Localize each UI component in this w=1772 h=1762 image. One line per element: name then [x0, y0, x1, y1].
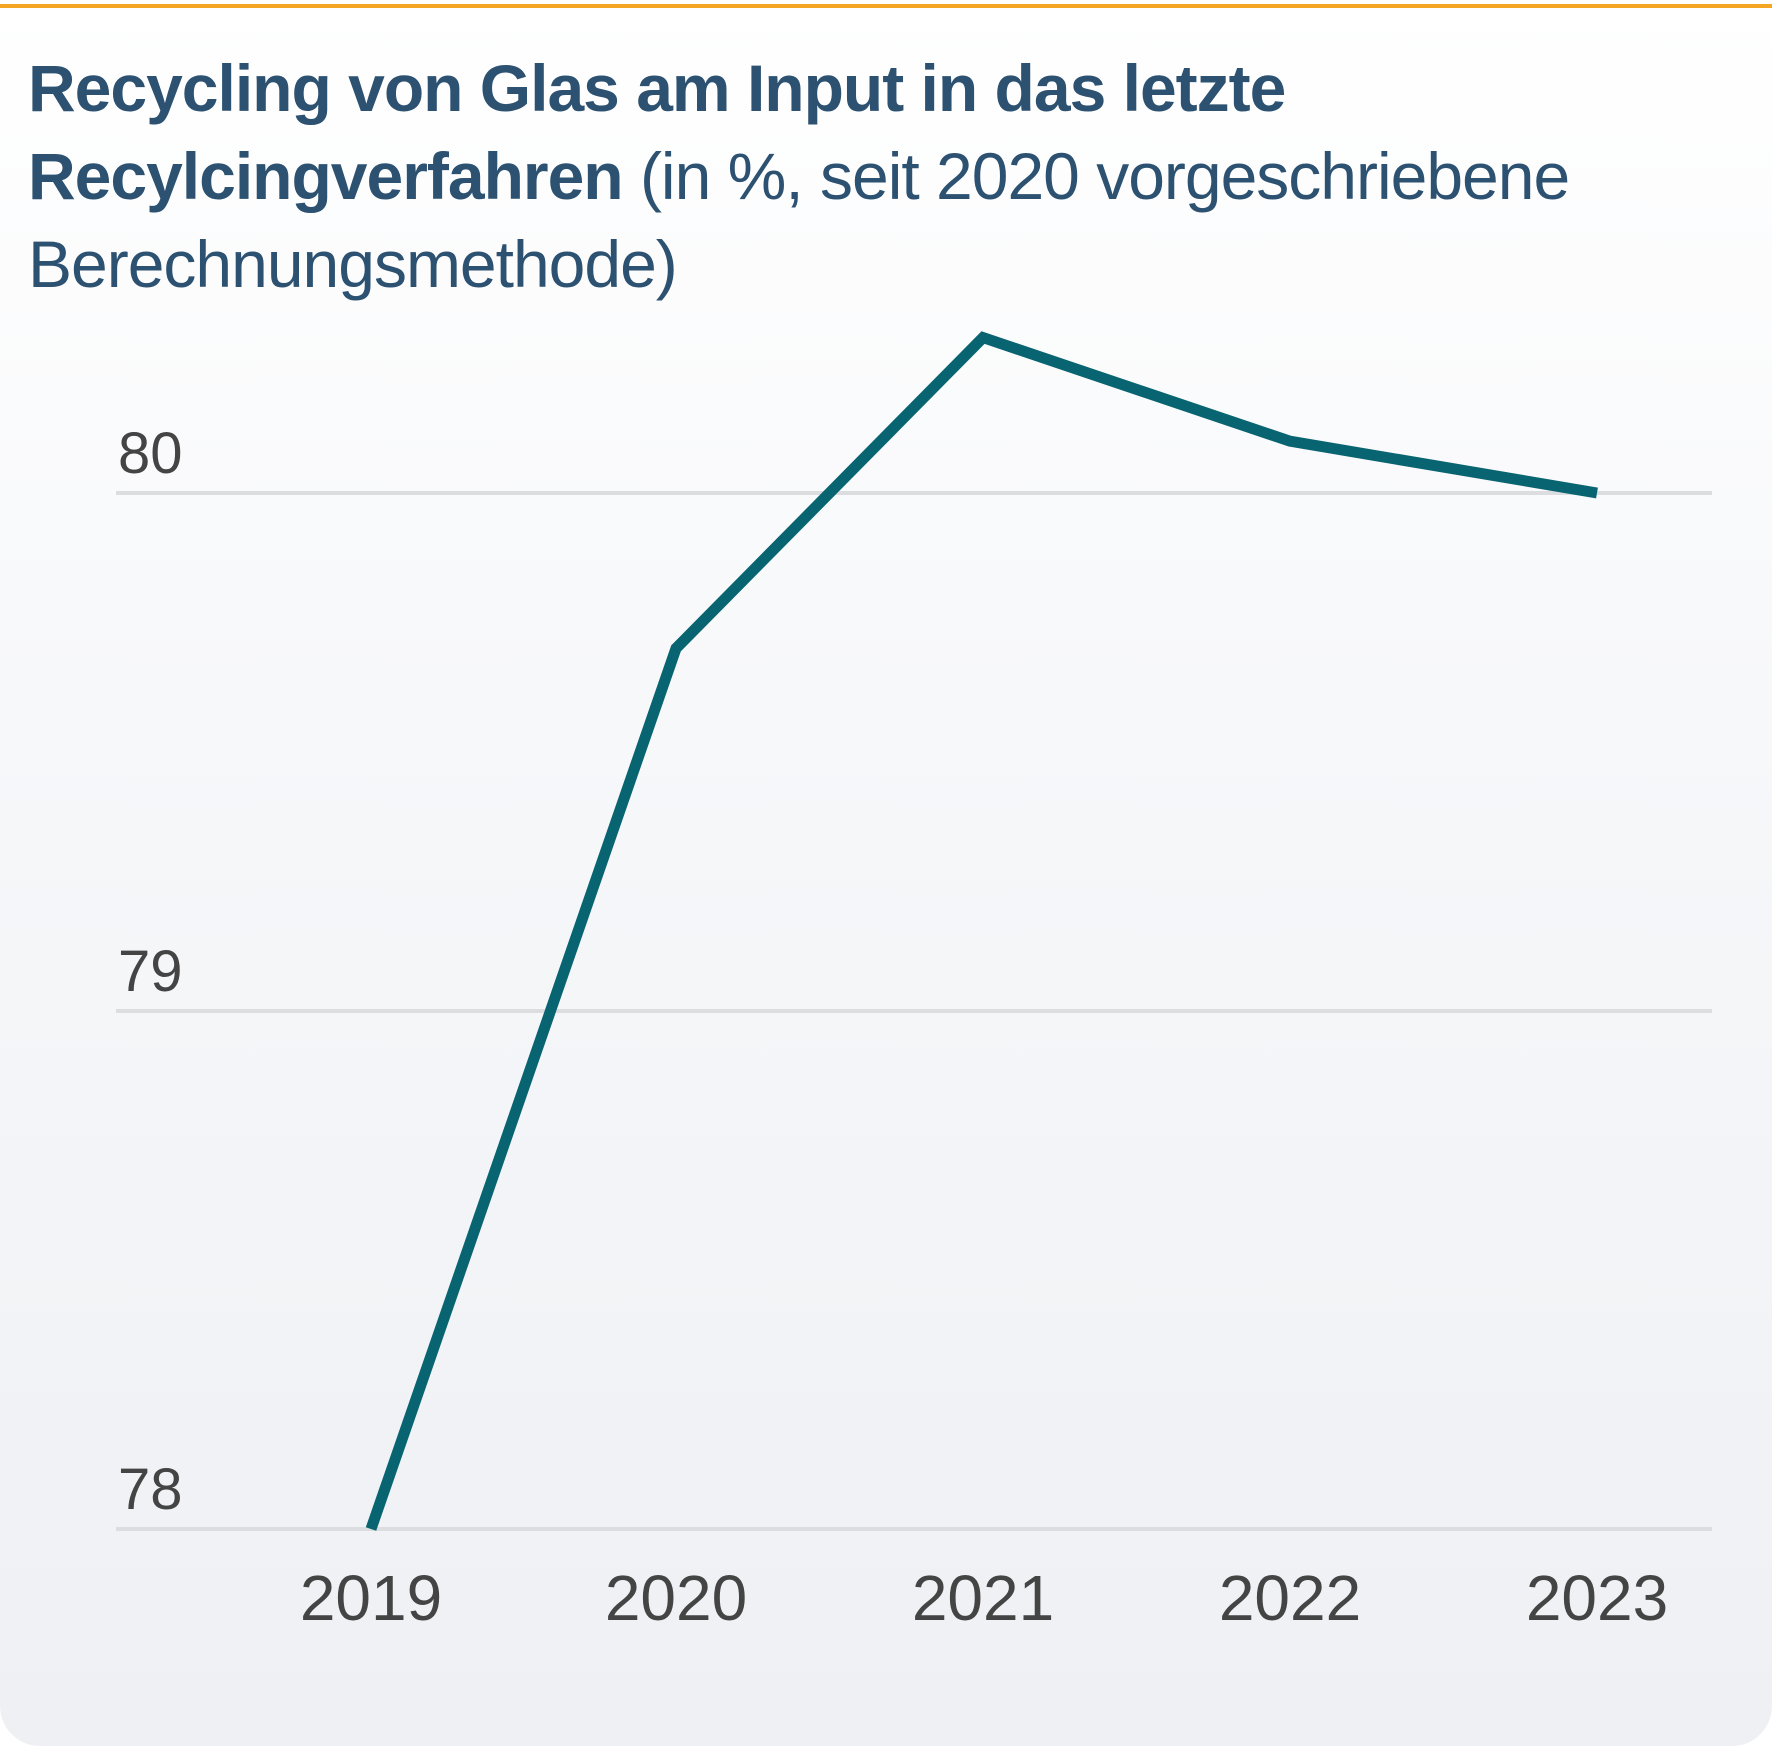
- y-tick-label: 80: [118, 421, 183, 486]
- series-line: [365, 331, 1598, 1531]
- x-tick-label: 2020: [605, 1562, 747, 1634]
- x-tick-label: 2023: [1526, 1562, 1668, 1634]
- chart-title: Recycling von Glas am Input in das letzt…: [28, 44, 1748, 308]
- y-tick-label: 78: [118, 1457, 183, 1522]
- x-tick-label: 2019: [300, 1562, 442, 1634]
- x-tick-label: 2022: [1219, 1562, 1361, 1634]
- accent-line: [0, 4, 1772, 8]
- title-bold: Recycling von Glas am Input in das letzt…: [28, 51, 1286, 213]
- x-tick-label: 2021: [912, 1562, 1054, 1634]
- title-subtitle: (in %, seit 2020 vorgeschriebene Berechn…: [28, 139, 1570, 301]
- y-tick-label: 79: [118, 939, 183, 1004]
